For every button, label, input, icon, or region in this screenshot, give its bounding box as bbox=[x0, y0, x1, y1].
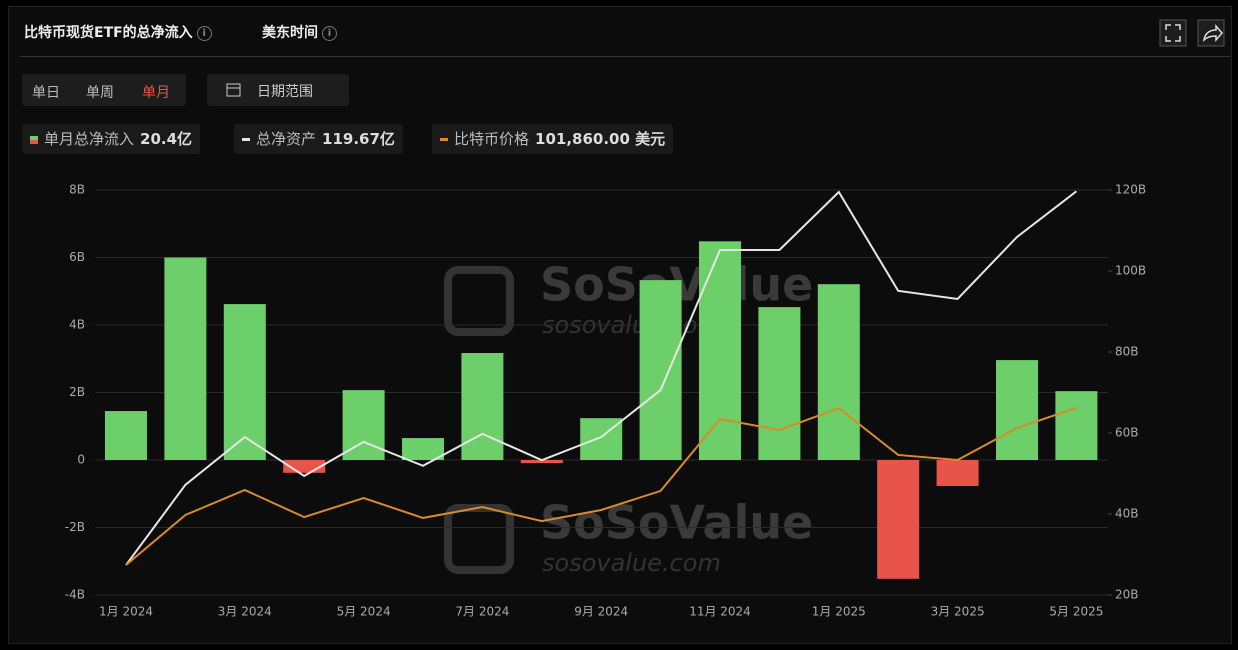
watermark-logo bbox=[444, 266, 514, 336]
bar bbox=[877, 460, 920, 579]
y2-tick-label: 120B bbox=[1115, 183, 1146, 197]
bar bbox=[105, 411, 147, 460]
legend-swatch bbox=[242, 138, 250, 141]
y2-tick-label: 40B bbox=[1115, 507, 1139, 521]
share-button[interactable] bbox=[1197, 19, 1225, 47]
bar bbox=[817, 284, 860, 460]
bar bbox=[758, 307, 801, 460]
date-range-button[interactable]: 日期范围 bbox=[207, 74, 349, 106]
watermark-logo bbox=[444, 504, 514, 574]
y-tick-label: 6B bbox=[69, 250, 85, 264]
y2-tick-label: 80B bbox=[1115, 345, 1139, 359]
info-icon[interactable]: i bbox=[322, 25, 337, 41]
period-tabs: 单日 单周 单月 bbox=[22, 74, 186, 106]
legend-swatch bbox=[30, 135, 38, 144]
plot: 8B 6B 4B 2B 0 -2B -4B 120B 100B 80B 60B 40B 20B 1月 20… bbox=[65, 183, 1146, 619]
date-range-text: 日期范围 bbox=[257, 84, 313, 100]
y-tick-label: 2B bbox=[69, 385, 85, 399]
fullscreen-button[interactable] bbox=[1159, 19, 1187, 47]
calendar-icon bbox=[226, 83, 241, 97]
button-bg bbox=[1197, 19, 1225, 47]
bar bbox=[936, 460, 979, 486]
bar bbox=[223, 304, 266, 460]
y-tick-label: 4B bbox=[69, 318, 85, 332]
icon bbox=[1165, 24, 1181, 42]
watermark-brand: SoSoValue bbox=[540, 496, 813, 550]
legend-swatch bbox=[440, 138, 448, 141]
legend-value: 119.67亿 bbox=[322, 130, 395, 148]
x-tick-label: 3月 2024 bbox=[218, 605, 272, 619]
bar bbox=[164, 257, 207, 460]
tab[interactable]: 单日 bbox=[32, 85, 60, 101]
y-tick-label: -4B bbox=[65, 588, 85, 602]
bar bbox=[699, 241, 741, 460]
timezone-text: 美东时间 bbox=[262, 25, 318, 41]
info-icon[interactable]: i bbox=[196, 25, 212, 41]
y2-tick-label: 60B bbox=[1115, 426, 1139, 440]
icon bbox=[226, 83, 241, 97]
bar bbox=[1055, 391, 1098, 460]
legend-value: 20.4亿 bbox=[140, 130, 193, 148]
legend-name: 总净资产 bbox=[256, 130, 317, 148]
timezone: 美东时间 i bbox=[262, 22, 337, 42]
bar bbox=[461, 353, 504, 460]
bar bbox=[402, 438, 444, 460]
watermark-url: sosovalue.com bbox=[542, 549, 721, 577]
x-tick-label: 9月 2024 bbox=[574, 605, 628, 619]
y-tick-label: 0 bbox=[77, 453, 85, 467]
legend-value: 101,860.00 美元 bbox=[535, 130, 666, 148]
divider bbox=[20, 56, 1230, 57]
legend-item[interactable]: 总净资产 119.67亿 bbox=[234, 124, 403, 154]
legend-name: 单月总净流入 bbox=[44, 130, 135, 148]
legend-name: 比特币价格 bbox=[454, 130, 530, 148]
title-text: 比特币现货ETF的总净流入 bbox=[24, 25, 193, 41]
line bbox=[125, 406, 1077, 566]
y2-tick-label: 100B bbox=[1115, 264, 1146, 278]
bar bbox=[520, 460, 563, 464]
legend-item[interactable]: 单月总净流入 20.4亿 bbox=[22, 124, 201, 154]
x-tick-label: 3月 2025 bbox=[931, 605, 985, 619]
tab[interactable]: 单月 bbox=[142, 85, 170, 101]
y-tick-label: -2B bbox=[65, 520, 85, 534]
title: 比特币现货ETF的总净流入 i bbox=[24, 22, 212, 42]
icon bbox=[1202, 23, 1223, 43]
x-tick-label: 11月 2024 bbox=[689, 605, 751, 619]
y-tick-label: 8B bbox=[69, 183, 85, 197]
bar bbox=[639, 280, 682, 460]
tab[interactable]: 单周 bbox=[86, 85, 114, 101]
legend-item[interactable]: 比特币价格 101,860.00 美元 bbox=[432, 124, 674, 154]
x-tick-label: 1月 2025 bbox=[812, 605, 866, 619]
x-tick-label: 7月 2024 bbox=[455, 605, 509, 619]
x-tick-label: 1月 2024 bbox=[99, 605, 153, 619]
x-tick-label: 5月 2024 bbox=[337, 605, 391, 619]
bar bbox=[996, 360, 1038, 460]
x-tick-label: 5月 2025 bbox=[1049, 605, 1103, 619]
line bbox=[125, 190, 1078, 566]
button-bg bbox=[1159, 19, 1187, 47]
y2-tick-label: 20B bbox=[1115, 588, 1139, 602]
